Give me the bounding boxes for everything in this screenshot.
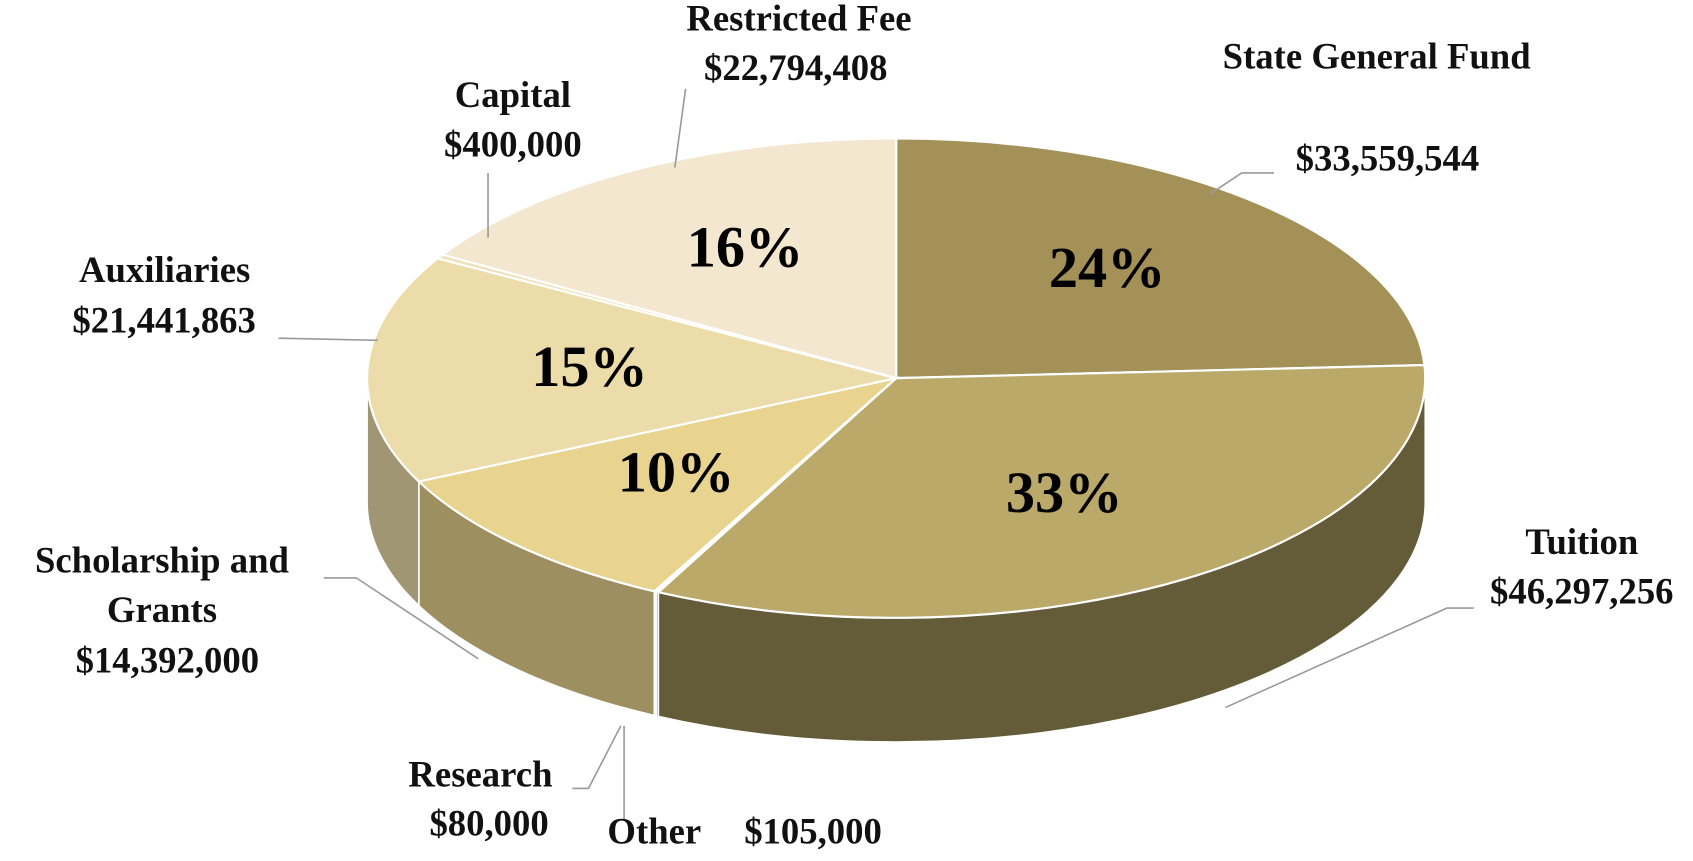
leader-line: [572, 725, 622, 790]
pie-slice: [366, 257, 897, 483]
leader-line: [1225, 607, 1474, 709]
leader-line: [278, 337, 378, 342]
value-label: $80,000: [429, 803, 548, 844]
category-label: Other: [607, 810, 701, 851]
pie-slice: [440, 137, 898, 380]
percent-label: 16%: [687, 214, 804, 279]
pie-slice: [895, 137, 1426, 380]
percent-label: 24%: [1049, 235, 1166, 300]
value-label: $105,000: [744, 810, 882, 851]
value-label: $21,441,863: [72, 300, 256, 341]
label-name-fo: Tuition: [1525, 522, 1639, 563]
label-name-fo: Scholarship and Grants: [34, 541, 289, 631]
percent-label: 15%: [531, 334, 648, 399]
value-label: $14,392,000: [76, 640, 260, 681]
category-label: Research: [408, 754, 553, 795]
pie-slice: [656, 363, 1427, 619]
category-label: State General Fund: [1222, 36, 1531, 77]
pie-slice: [416, 376, 900, 593]
leader-line: [1208, 172, 1275, 196]
leader-line: [323, 577, 479, 660]
category-label: Tuition: [1525, 522, 1639, 563]
label-name-fo: Auxiliaries: [78, 250, 251, 291]
leader-lines: [278, 88, 1474, 821]
value-label: $46,297,256: [1490, 571, 1674, 612]
label-name-fo: Capital: [454, 75, 572, 116]
category-label: Restricted Fee: [686, 0, 912, 40]
label-name-fo: Restricted Fee: [686, 0, 912, 40]
percent-label: 33%: [1006, 460, 1123, 525]
value-label: $400,000: [444, 124, 582, 165]
label-name-fo: Research: [408, 754, 553, 795]
value-label: $33,559,544: [1296, 138, 1480, 179]
category-label: Capital: [454, 75, 572, 116]
category-label: Auxiliaries: [78, 250, 251, 291]
value-label: $22,794,408: [704, 47, 888, 88]
label-name-fo: State General Fund: [1222, 36, 1531, 77]
leader-line: [674, 88, 687, 168]
percent-label: 10%: [618, 440, 735, 505]
category-label: Scholarship and Grants: [34, 541, 289, 631]
pie: [366, 137, 1427, 743]
